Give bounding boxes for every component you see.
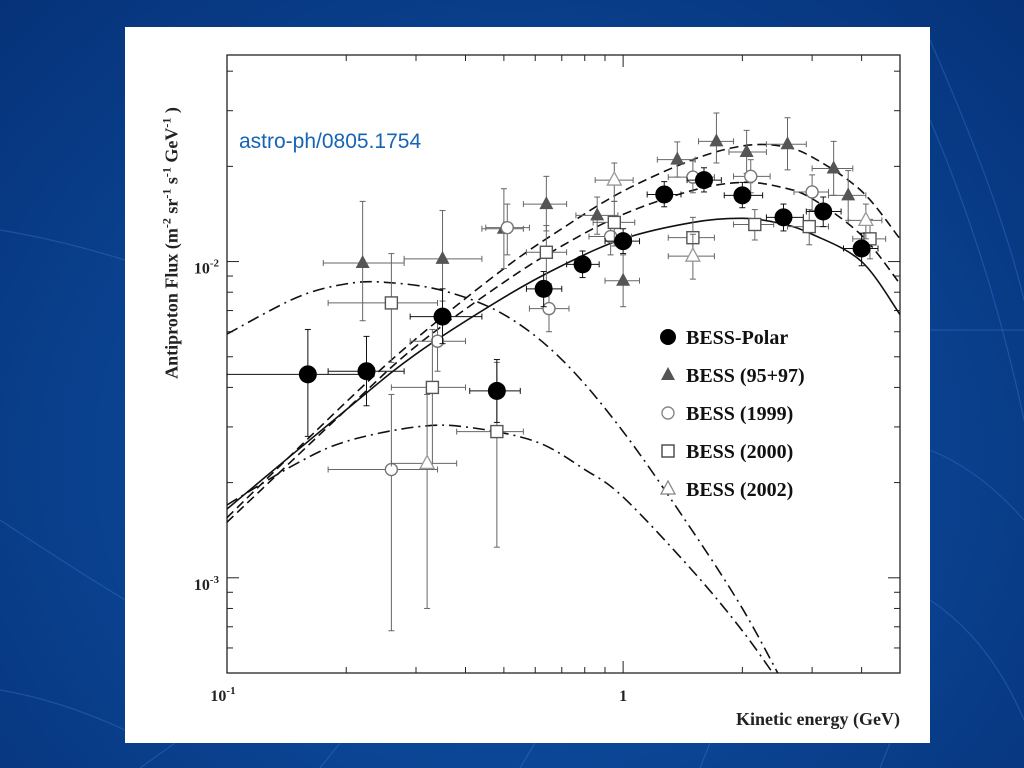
point-bess-2000: [607, 215, 621, 230]
point-bess-1999: [430, 334, 445, 348]
point-bess-polar: [357, 362, 376, 381]
point-bess-polar: [694, 171, 713, 190]
point-bess-polar: [655, 185, 674, 204]
point-bess-polar: [852, 239, 871, 258]
point-bess-95-97: [539, 196, 554, 210]
x-tick-label: 10-1: [210, 685, 235, 705]
point-bess-95-97: [435, 250, 450, 264]
point-bess-polar: [573, 255, 592, 274]
point-bess-polar: [534, 279, 553, 298]
point-bess-polar: [814, 202, 833, 221]
point-bess-1999: [500, 220, 514, 235]
point-bess-2002: [684, 246, 701, 262]
point-bess-2000: [490, 424, 504, 439]
reference-label: astro-ph/0805.1754: [239, 130, 422, 153]
point-bess-polar: [733, 186, 752, 205]
point-bess-2000: [802, 219, 816, 234]
point-bess-polar: [433, 307, 452, 326]
legend-marker-0: [660, 329, 676, 345]
point-bess-2000: [425, 380, 440, 395]
point-bess-2000: [539, 245, 554, 259]
point-bess-95-97: [826, 160, 841, 174]
point-bess-polar: [487, 381, 506, 400]
point-bess-95-97: [670, 151, 685, 165]
legend-label-3: BESS (2000): [686, 441, 793, 463]
legend-label-0: BESS-Polar: [686, 327, 788, 349]
point-bess-2002: [857, 210, 874, 227]
point-bess-2000: [748, 217, 762, 232]
point-bess-95-97: [841, 187, 856, 201]
point-bess-polar: [774, 208, 793, 227]
point-bess-95-97: [590, 207, 605, 221]
legend-marker-1: [661, 367, 675, 380]
curve-dashdot-lower: [227, 424, 774, 673]
curve-solid: [227, 217, 900, 510]
y-axis-label: Antiproton Flux (m-2 sr-1 s-1 GeV-1 ): [159, 107, 182, 379]
x-axis-label: Kinetic energy (GeV): [736, 709, 900, 729]
y-tick-label: 10-3: [194, 574, 220, 594]
point-bess-1999: [805, 185, 819, 199]
x-tick-label: 1: [619, 688, 627, 705]
point-bess-95-97: [355, 254, 370, 268]
legend-label-2: BESS (1999): [686, 403, 793, 425]
legend-marker-4: [659, 479, 677, 495]
point-bess-95-97: [739, 144, 754, 158]
point-bess-2002: [419, 454, 436, 470]
point-bess-polar: [298, 365, 317, 384]
legend-label-1: BESS (95+97): [686, 365, 805, 387]
legend-marker-3: [661, 444, 675, 458]
curve-dashed-upper: [227, 143, 900, 519]
legend-marker-2: [661, 406, 675, 420]
point-bess-polar: [614, 232, 633, 251]
point-bess-95-97: [616, 272, 631, 286]
plot-frame: [226, 54, 901, 674]
point-bess-2002: [606, 170, 623, 186]
chart-panel: 10-1 1 10-3 10-2 BESS-Polar BESS (95+97) BESS …: [125, 27, 930, 743]
chart-svg: 10-1 1 10-3 10-2 BESS-Polar BESS (95+97) BESS …: [194, 54, 901, 705]
point-bess-95-97: [709, 133, 724, 147]
point-bess-1999: [744, 169, 758, 184]
point-bess-2000: [384, 296, 399, 310]
point-bess-1999: [542, 301, 556, 316]
point-bess-95-97: [780, 136, 795, 150]
y-tick-label: 10-2: [194, 258, 220, 278]
legend-label-4: BESS (2002): [686, 479, 793, 501]
curve-dashdot-upper: [227, 280, 779, 673]
